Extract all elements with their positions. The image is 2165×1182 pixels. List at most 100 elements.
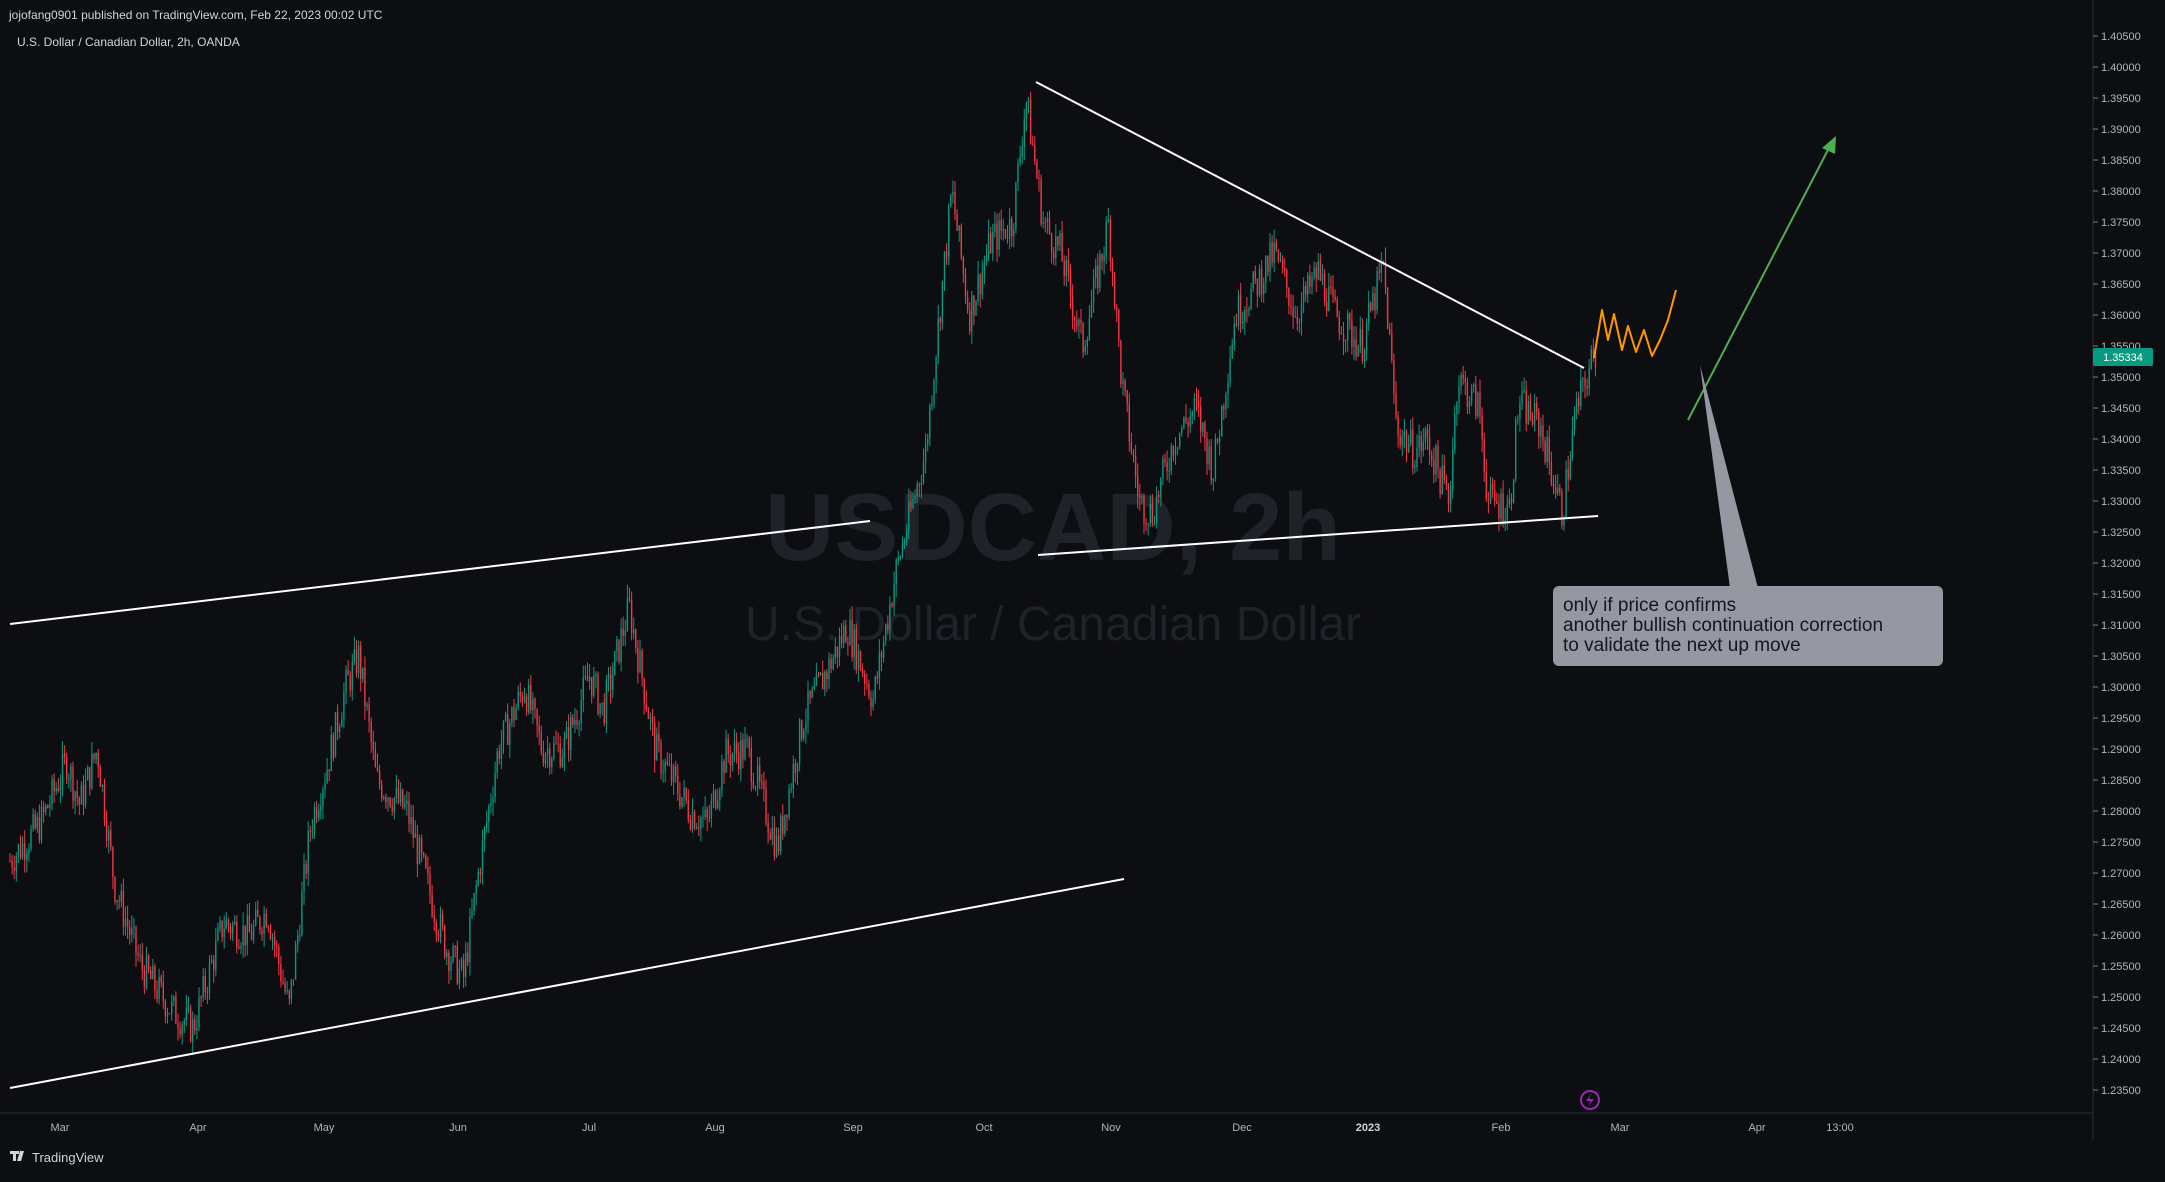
candle-body [1584, 378, 1586, 387]
price-tick-label: 1.35000 [2101, 372, 2141, 384]
time-tick-label: 13:00 [1826, 1122, 1854, 1134]
candle-body [578, 723, 580, 725]
candle-body [1242, 321, 1244, 324]
candle-body [908, 501, 910, 533]
candle-body [198, 996, 200, 1028]
candle-body [1120, 340, 1122, 384]
candle-body [175, 996, 177, 1024]
candle-body [1034, 145, 1036, 162]
candle-body [404, 803, 406, 808]
candle-body [11, 860, 13, 868]
last-price-label: 1.35334 [2103, 352, 2143, 364]
candle-body [868, 684, 870, 698]
callout-pointer [1700, 365, 1758, 588]
candle-body [156, 990, 158, 999]
time-axis[interactable]: Mar Apr May Jun Jul Aug Sep Oct Nov Dec 2023 Feb Mar… [51, 1122, 1854, 1134]
candle-body [147, 955, 150, 971]
candle-body [731, 753, 734, 766]
candle-body [1458, 386, 1460, 403]
candle-body [1435, 445, 1437, 475]
price-tick-label: 1.32000 [2101, 558, 2141, 570]
time-tick-label: Apr [189, 1122, 206, 1134]
candle-body [901, 544, 904, 557]
price-axis[interactable]: 1.40500 1.40000 1.39500 1.39000 1.38500 1.380… [2093, 31, 2141, 1097]
candle-body [1533, 402, 1536, 426]
candle-body [588, 676, 591, 682]
candle-body [1277, 249, 1280, 261]
candle-body [72, 766, 74, 801]
candle-body [103, 785, 106, 821]
candle-body [40, 806, 43, 841]
candle-body [668, 763, 671, 765]
candle-body [1403, 431, 1406, 438]
annotation-callout[interactable]: only if price confirms another bullish c… [1553, 365, 1943, 666]
candle-body [112, 847, 114, 878]
candle-body [1139, 496, 1141, 498]
price-tick-label: 1.33500 [2101, 465, 2141, 477]
candle-body [1269, 242, 1271, 273]
candle-body [61, 753, 64, 785]
candle-body [513, 707, 515, 720]
price-tick-label: 1.29000 [2101, 744, 2141, 756]
candle-body [1086, 339, 1088, 346]
candle-body [563, 738, 566, 758]
candle-body [1420, 435, 1422, 451]
candle-body [1111, 261, 1114, 274]
candle-body [278, 946, 280, 965]
candle-body [374, 749, 377, 768]
candle-body [555, 743, 557, 745]
price-tick-label: 1.39500 [2101, 93, 2141, 105]
candle-body [593, 675, 595, 696]
candle-body [1206, 438, 1208, 464]
candle-body [441, 914, 444, 927]
channel-upper-line [9, 520, 871, 625]
candle-body [318, 810, 320, 819]
candle-body [771, 827, 773, 840]
candle-body [1067, 260, 1070, 272]
candle-body [1088, 317, 1091, 340]
candle-body [1338, 316, 1340, 334]
candle-body [255, 909, 257, 925]
candle-body [433, 916, 435, 922]
events-flash-icon[interactable] [1580, 1090, 1600, 1110]
candle-body [1449, 488, 1452, 505]
candle-body [483, 827, 486, 841]
tradingview-brand[interactable]: TradingView [10, 1150, 104, 1165]
candle-body [765, 788, 767, 823]
candle-body [1588, 368, 1590, 389]
candle-body [1592, 349, 1595, 354]
candle-body [935, 356, 937, 381]
candle-body [1416, 448, 1418, 468]
candle-body [1496, 501, 1498, 504]
candle-body [1103, 255, 1105, 261]
candle-body [498, 751, 500, 759]
candle-body [416, 833, 419, 864]
candle-body [1361, 329, 1364, 362]
candle-body [1342, 334, 1345, 342]
candle-body [517, 691, 519, 708]
candle-body [320, 806, 322, 811]
candle-body [1389, 329, 1391, 334]
candle-body [126, 918, 129, 927]
candle-body [259, 916, 261, 931]
candle-body [1512, 479, 1515, 503]
symbol-line: U.S. Dollar / Canadian Dollar, 2h, OANDA [17, 35, 240, 49]
candle-body [1046, 218, 1049, 223]
candle-body [355, 649, 358, 674]
candle-body [1374, 292, 1376, 310]
candle-body [1080, 319, 1082, 324]
candle-body [1563, 517, 1565, 526]
candle-body [389, 797, 391, 807]
candle-body [1580, 379, 1582, 407]
candle-body [1386, 287, 1389, 330]
candle-body [469, 916, 471, 963]
candle-body [572, 717, 574, 725]
candle-body [618, 639, 620, 662]
candle-body [666, 761, 668, 765]
candle-body [1065, 260, 1067, 277]
drawing-layer [9, 81, 1836, 1089]
candle-body [439, 914, 442, 937]
candle-body [1027, 100, 1030, 103]
